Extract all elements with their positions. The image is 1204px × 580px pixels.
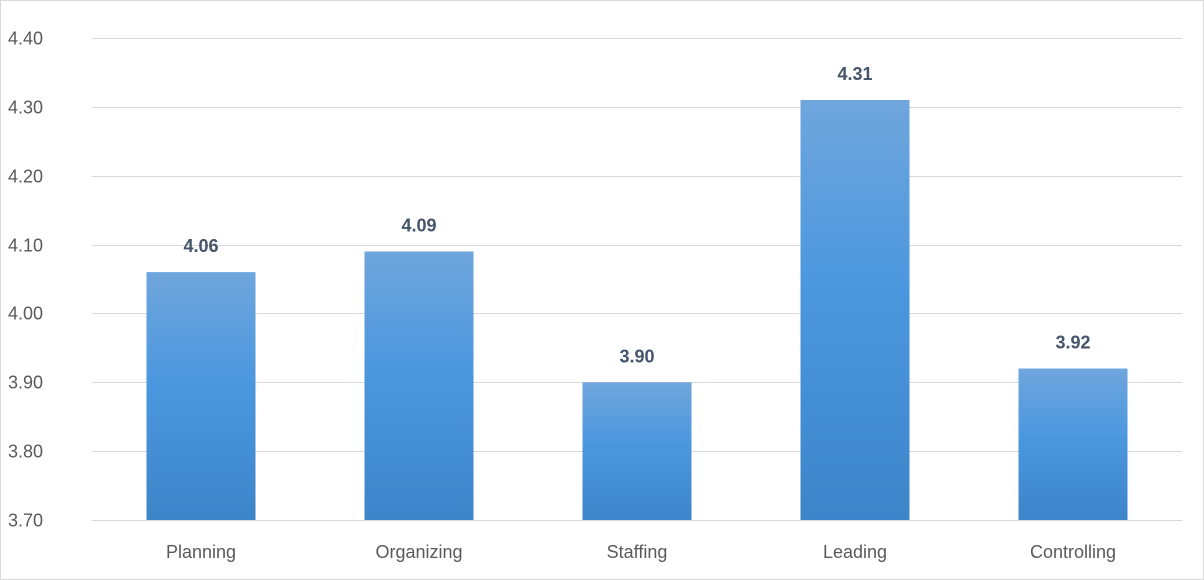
y-axis-ticks: 3.70 3.80 3.90 4.00 4.10 4.20 4.30 4.40	[8, 29, 43, 531]
bar-leading	[800, 99, 910, 520]
bar-controlling	[1018, 368, 1128, 520]
data-label-controlling: 3.92	[1055, 333, 1090, 353]
x-tick-label-controlling: Controlling	[1030, 542, 1116, 562]
data-label-planning: 4.06	[183, 236, 218, 256]
x-tick-label-planning: Planning	[166, 542, 236, 562]
data-labels: 4.06 4.09 3.90 4.31 3.92	[183, 64, 1090, 366]
y-tick-label: 4.40	[8, 29, 43, 49]
x-tick-label-leading: Leading	[823, 542, 887, 562]
bar-staffing	[582, 382, 692, 520]
y-tick-label: 3.90	[8, 373, 43, 393]
bar-planning	[146, 272, 256, 520]
bar-organizing	[364, 251, 474, 520]
data-label-organizing: 4.09	[401, 215, 436, 235]
y-tick-label: 3.80	[8, 442, 43, 462]
y-tick-label: 3.70	[8, 511, 43, 531]
x-tick-label-organizing: Organizing	[375, 542, 462, 562]
x-axis-categories: Planning Organizing Staffing Leading Control…	[166, 542, 1116, 562]
y-tick-label: 4.00	[8, 304, 43, 324]
y-tick-label: 4.20	[8, 167, 43, 187]
y-tick-label: 4.30	[8, 98, 43, 118]
gridlines	[92, 38, 1182, 521]
x-tick-label-staffing: Staffing	[607, 542, 668, 562]
bars	[146, 99, 1128, 520]
data-label-staffing: 3.90	[619, 346, 654, 366]
data-label-leading: 4.31	[837, 64, 872, 84]
y-tick-label: 4.10	[8, 236, 43, 256]
